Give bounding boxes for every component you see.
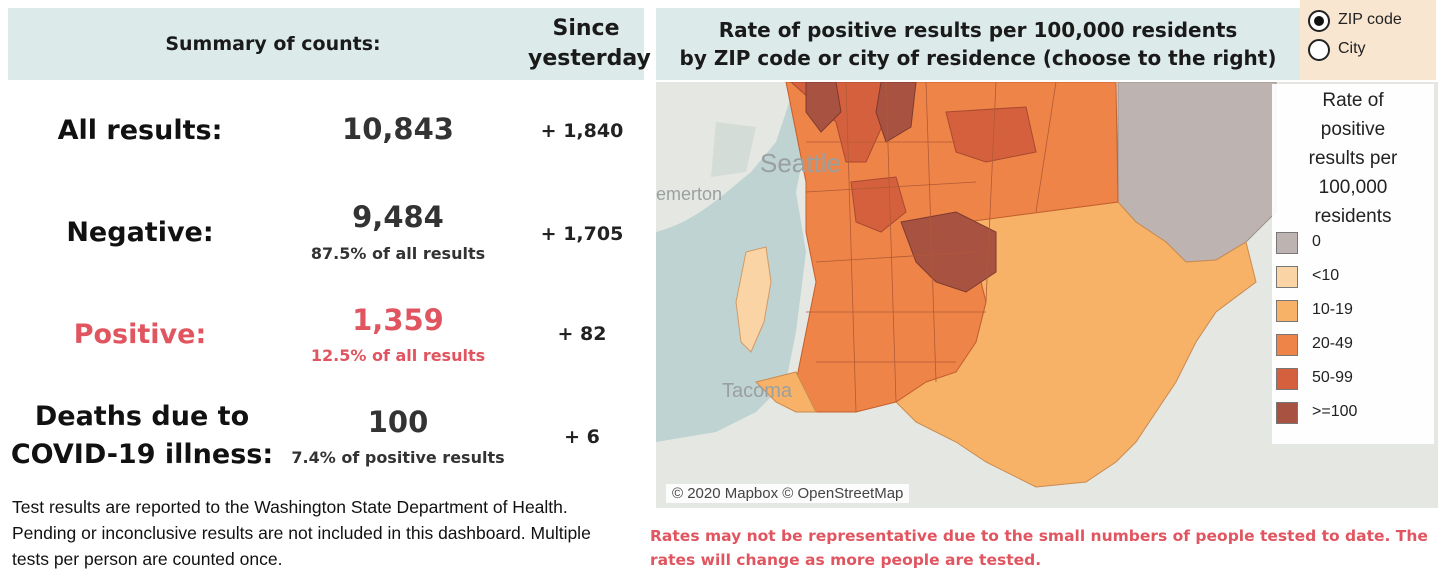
negative-percent: 87.5% of all results [310, 244, 486, 263]
positive-percent: 12.5% of all results [310, 346, 486, 365]
legend-label: 20-49 [1312, 335, 1353, 352]
rate-50-99-northeast [945, 106, 1037, 163]
negative-delta: + 1,705 [540, 223, 624, 245]
map-attribution[interactable]: © 2020 Mapbox © OpenStreetMap [666, 484, 910, 503]
legend-label: 50-99 [1312, 369, 1353, 386]
deaths-delta: + 6 [564, 426, 600, 448]
rate-100-plus-kirkland [875, 82, 917, 143]
since-yesterday-header: Since yesterday [528, 16, 651, 71]
summary-title: Summary of counts: [165, 33, 381, 55]
legend-swatch [1276, 402, 1298, 424]
bremerton-map-label: emerton [656, 184, 723, 204]
map-legend: Rate of positive results per 100,000 res… [1272, 84, 1434, 444]
legend-title: Rate of positive results per 100,000 res… [1308, 90, 1398, 227]
legend-item-0[interactable]: 0 [1276, 230, 1426, 258]
city-radio-label: City [1338, 40, 1366, 57]
geography-toggle: ZIP code City [1300, 0, 1436, 80]
rate-50-99-east [850, 176, 907, 233]
kitsap-land [711, 122, 756, 177]
legend-item-20-49[interactable]: 20-49 [1276, 332, 1426, 360]
rate-under-10-vashon [735, 246, 772, 353]
map-title: Rate of positive results per 100,000 res… [679, 18, 1277, 70]
footnote: Test results are reported to the Washing… [12, 497, 591, 569]
legend-item-50-99[interactable]: 50-99 [1276, 366, 1426, 394]
summary-header: Summary of counts: Since yesterday [8, 8, 651, 80]
all-results-value: 10,843 [342, 112, 454, 146]
rate-100-plus-north [805, 82, 842, 133]
positive-label: Positive: [73, 319, 207, 350]
legend-swatch [1276, 368, 1298, 390]
rate-10-19-southwest [755, 371, 817, 413]
legend-item-100-plus[interactable]: >=100 [1276, 400, 1426, 428]
seattle-map-label: Seattle [760, 148, 841, 178]
legend-item-under-10[interactable]: <10 [1276, 264, 1426, 292]
rates-disclaimer: Rates may not be representative due to t… [650, 527, 1428, 569]
legend-swatch [1276, 334, 1298, 356]
legend-item-10-19[interactable]: 10-19 [1276, 298, 1426, 326]
legend-swatch [1276, 300, 1298, 322]
deaths-label: Deaths due to COVID-19 illness: [10, 401, 274, 470]
legend-label: <10 [1312, 267, 1340, 284]
legend-label: 0 [1312, 233, 1321, 250]
legend-label: >=100 [1312, 403, 1358, 420]
negative-value: 9,484 [352, 200, 444, 234]
legend-label: 10-19 [1312, 301, 1353, 318]
all-results-delta: + 1,840 [540, 120, 624, 142]
zip-code-radio-label: ZIP code [1338, 11, 1402, 28]
deaths-percent: 7.4% of positive results [291, 448, 505, 467]
city-radio[interactable]: City [1308, 37, 1428, 63]
deaths-value: 100 [367, 405, 429, 439]
positive-delta: + 82 [557, 323, 607, 345]
zip-borders [805, 82, 1057, 413]
map-header: Rate of positive results per 100,000 res… [656, 8, 1300, 80]
radio-selected-icon [1308, 10, 1330, 32]
legend-swatch [1276, 266, 1298, 288]
negative-label: Negative: [66, 217, 214, 248]
radio-unselected-icon [1308, 39, 1330, 61]
all-results-label: All results: [57, 115, 223, 146]
rate-100-plus-issaquah [900, 211, 997, 293]
puget-sound-water [656, 82, 826, 442]
zip-code-radio[interactable]: ZIP code [1308, 8, 1428, 34]
legend-swatch [1276, 232, 1298, 254]
positive-value: 1,359 [352, 303, 444, 337]
tacoma-map-label: Tacoma [722, 380, 793, 402]
